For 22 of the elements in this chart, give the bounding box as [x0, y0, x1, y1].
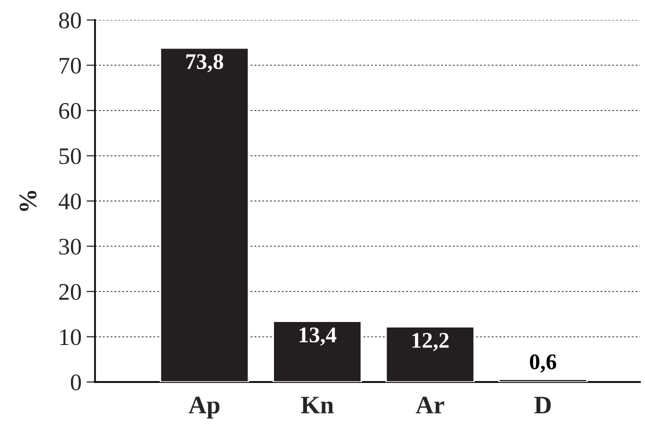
y-tick-label: 50: [60, 148, 81, 164]
x-tick-label: Ar: [416, 396, 444, 414]
bar: [385, 326, 475, 382]
y-tick-label: 30: [59, 238, 81, 255]
x-tick-label: Ap: [188, 396, 220, 419]
y-tick-label: 0: [70, 374, 81, 390]
data-label: 13,4: [300, 328, 336, 346]
y-tick-label: 20: [59, 284, 81, 300]
bar: [272, 320, 362, 382]
y-axis-title: %: [20, 190, 37, 211]
data-label: 12,2: [412, 332, 449, 352]
y-tick-label: 10: [60, 329, 81, 346]
y-tick-label: 40: [58, 193, 81, 210]
bar: [498, 378, 588, 382]
y-tick-label: 70: [60, 58, 81, 74]
x-tick-label: D: [534, 396, 551, 414]
x-tick-label: Kn: [301, 396, 334, 414]
data-label: 0,6: [530, 354, 556, 373]
bar: [160, 47, 250, 382]
y-tick-label: 80: [59, 12, 81, 28]
data-label: 73,8: [186, 54, 224, 72]
y-tick-label: 60: [59, 102, 81, 119]
